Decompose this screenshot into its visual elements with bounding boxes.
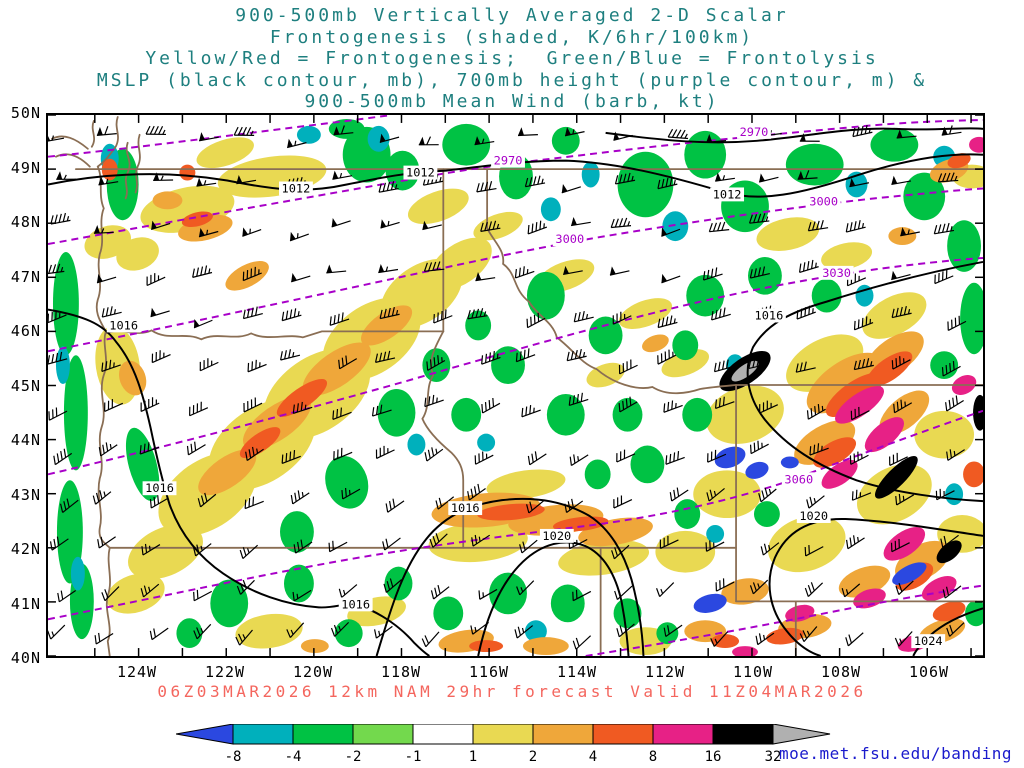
colorbar-tick-label: -2 bbox=[345, 749, 362, 765]
lon-tick-label: 124W bbox=[116, 663, 158, 681]
lon-tick-label: 118W bbox=[380, 663, 422, 681]
colorbar-tick-label: 8 bbox=[649, 749, 657, 765]
colorbar-segment bbox=[412, 724, 474, 745]
contour-label: 2970 bbox=[494, 154, 523, 168]
colorbar: -8 -4 -2 -1 1 2 4 8 16 32 bbox=[176, 724, 831, 765]
colorbar-segment bbox=[532, 724, 594, 745]
colorbar-tick-label: 2 bbox=[529, 749, 537, 765]
colorbar-left-arrow bbox=[176, 724, 234, 745]
lon-tick-label: 114W bbox=[556, 663, 598, 681]
state-borders-layer bbox=[51, 116, 983, 656]
colorbar-tick-label: 4 bbox=[589, 749, 597, 765]
title-line-1: 900-500mb Vertically Averaged 2-D Scalar bbox=[235, 5, 789, 26]
height-contours-layer bbox=[48, 115, 983, 656]
title-line-3: Yellow/Red = Frontogenesis; Green/Blue =… bbox=[145, 48, 879, 69]
lon-tick-label: 122W bbox=[204, 663, 246, 681]
title-line-4: MSLP (black contour, mb), 700mb height (… bbox=[96, 69, 928, 91]
contour-label: 1016 bbox=[145, 481, 174, 495]
forecast-info-line: 06Z03MAR2026 12km NAM 29hr forecast Vali… bbox=[157, 682, 867, 701]
colorbar-segment bbox=[472, 724, 534, 745]
map-plot-area: 2970 2970 3000 3000 3030 3060 1012 1012 1012 1016… bbox=[46, 113, 985, 658]
colorbar-segment bbox=[232, 724, 294, 745]
lon-tick-label: 106W bbox=[908, 663, 950, 681]
colorbar-segment bbox=[592, 724, 654, 745]
axis-ticks bbox=[48, 115, 983, 656]
lat-tick-label: 42N bbox=[10, 540, 41, 558]
lon-tick-label: 110W bbox=[732, 663, 774, 681]
colorbar-tick-label: 32 bbox=[765, 749, 782, 765]
lon-tick-label: 108W bbox=[820, 663, 862, 681]
colorbar-right-arrow bbox=[772, 724, 831, 745]
colorbar-segment bbox=[352, 724, 414, 745]
colorbar-tick-label: -1 bbox=[405, 749, 422, 765]
contour-label: 3060 bbox=[784, 472, 813, 486]
lat-tick-label: 49N bbox=[10, 158, 41, 177]
colorbar-segment bbox=[292, 724, 354, 745]
figure-title-block: 900-500mb Vertically Averaged 2-D Scalar… bbox=[0, 5, 1024, 113]
contour-label: 1016 bbox=[451, 501, 480, 515]
lat-tick-label: 43N bbox=[10, 485, 41, 504]
lat-tick-label: 47N bbox=[10, 267, 41, 286]
contour-label: 1020 bbox=[799, 509, 828, 523]
contour-label: 1016 bbox=[109, 318, 138, 332]
lat-tick-label: 41N bbox=[10, 594, 41, 613]
lat-tick-label: 44N bbox=[10, 431, 41, 449]
colorbar-tick-label: 1 bbox=[469, 749, 477, 765]
weather-map-canvas: 2970 2970 3000 3000 3030 3060 1012 1012 1012 1016… bbox=[48, 115, 983, 656]
contour-label: 2970 bbox=[740, 125, 769, 139]
colorbar-tick-label: -4 bbox=[285, 749, 302, 765]
contour-label: 1024 bbox=[914, 634, 943, 648]
contour-label: 1012 bbox=[282, 181, 311, 195]
lat-tick-label: 50N bbox=[10, 104, 41, 122]
lat-tick-label: 45N bbox=[10, 376, 41, 395]
credit-url[interactable]: moe.met.fsu.edu/banding bbox=[778, 744, 1012, 763]
contour-label: 3000 bbox=[555, 232, 584, 246]
contour-label: 1012 bbox=[713, 187, 742, 201]
contour-label: 1016 bbox=[755, 309, 784, 323]
shading-layer bbox=[52, 118, 983, 656]
colorbar-tick-label: -8 bbox=[225, 749, 242, 765]
lon-tick-label: 116W bbox=[468, 663, 510, 681]
wind-barbs-layer bbox=[48, 124, 967, 650]
lat-tick-label: 46N bbox=[10, 322, 41, 340]
contour-label: 3030 bbox=[822, 266, 851, 280]
colorbar-segment bbox=[712, 724, 774, 745]
lon-tick-label: 112W bbox=[644, 663, 686, 681]
contour-label: 1016 bbox=[341, 597, 370, 611]
contour-label: 1020 bbox=[542, 529, 571, 543]
title-line-2: Frontogenesis (shaded, K/6hr/100km) bbox=[269, 26, 755, 48]
title-line-5: 900-500mb Mean Wind (barb, kt) bbox=[304, 91, 720, 112]
contour-labels-layer: 2970 2970 3000 3000 3030 3060 1012 1012 1012 1016… bbox=[106, 125, 946, 648]
colorbar-tick-label: 16 bbox=[705, 749, 722, 765]
contour-label: 1012 bbox=[406, 166, 435, 180]
lat-tick-label: 40N bbox=[10, 649, 41, 667]
lat-tick-label: 48N bbox=[10, 213, 41, 231]
contour-label: 3000 bbox=[809, 194, 838, 208]
colorbar-segment bbox=[652, 724, 714, 745]
lon-tick-label: 120W bbox=[292, 663, 334, 681]
